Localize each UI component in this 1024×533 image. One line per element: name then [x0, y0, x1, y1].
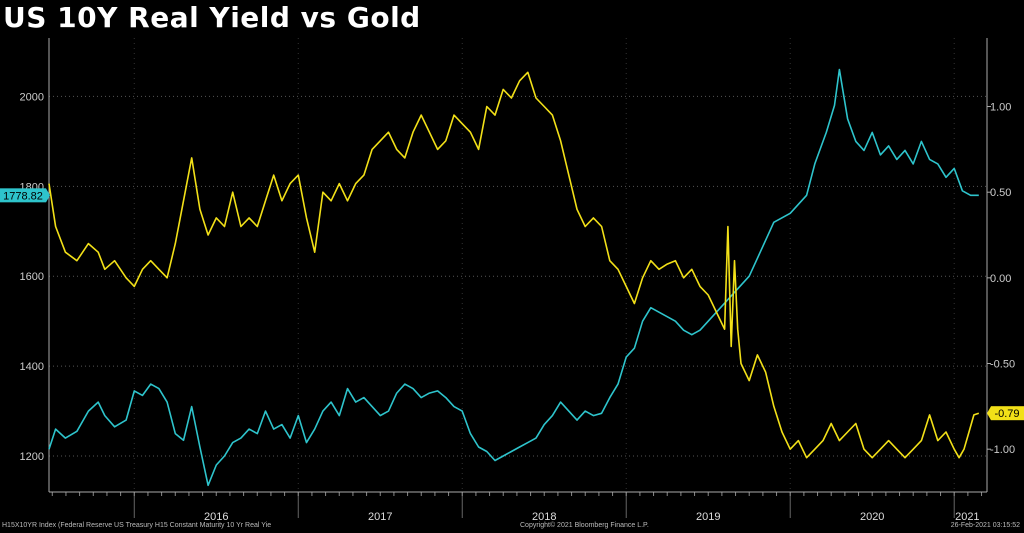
x-tick-label: 2017	[368, 511, 392, 523]
x-tick-label: 2019	[696, 511, 720, 523]
axes	[48, 38, 988, 493]
left-value-badge-bg	[0, 188, 46, 203]
x-tick-label: 2020	[860, 511, 884, 523]
right-tick-label: -1.00	[990, 444, 1015, 456]
left-tick-label: 1200	[20, 451, 44, 463]
footer-source: H15X10YR Index (Federal Reserve US Treas…	[2, 522, 272, 529]
left-tick-label: 2000	[20, 91, 44, 103]
footer-timestamp: 26-Feb-2021 03:15:52	[950, 522, 1020, 529]
right-value-label: -0.79	[994, 408, 1019, 420]
x-tick-label: 2016	[204, 511, 228, 523]
right-tick-label: -0.50	[990, 359, 1015, 371]
series-line-right	[48, 71, 980, 459]
grid-lines	[49, 38, 991, 518]
series-line-left	[48, 68, 979, 487]
x-tick-label: 2018	[532, 511, 556, 523]
right-tick-label: 0.00	[990, 273, 1011, 285]
left-value-badge-arrow	[46, 188, 50, 203]
left-tick-label: 1400	[20, 361, 44, 373]
footer-copyright: Copyright© 2021 Bloomberg Finance L.P.	[520, 522, 649, 529]
right-tick-label: 1.00	[990, 102, 1011, 114]
x-tick-label: 2021	[955, 511, 979, 523]
right-value-badge-arrow	[987, 406, 991, 421]
series-layer	[48, 68, 980, 487]
right-value-badge-bg	[991, 406, 1024, 421]
right-tick-label: 0.50	[990, 187, 1011, 199]
value-badges: 1778.82 -0.79	[0, 188, 1024, 421]
left-value-label: 1778.82	[3, 190, 43, 202]
left-tick-label: 1600	[20, 271, 44, 283]
tick-labels: 12001400160018002000-1.00-0.500.000.501.…	[20, 91, 1016, 523]
chart-title: US 10Y Real Yield vs Gold	[3, 1, 421, 34]
